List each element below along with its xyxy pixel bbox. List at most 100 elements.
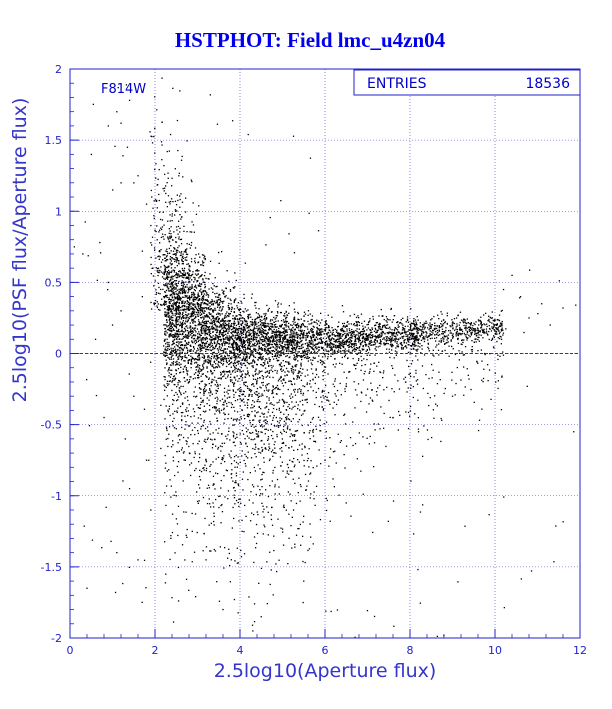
scatter-point [405,331,407,333]
scatter-point [327,344,329,347]
scatter-point [210,369,212,372]
scatter-point [239,354,241,356]
scatter-point [304,343,306,345]
scatter-point [186,407,188,409]
scatter-point [183,302,185,305]
scatter-point [304,326,306,328]
scatter-point [259,329,261,331]
scatter-point [184,285,187,288]
scatter-point [357,347,359,349]
scatter-point [313,349,315,351]
scatter-point [414,413,416,415]
scatter-point [237,323,239,325]
scatter-point [199,309,201,312]
scatter-point [221,319,223,321]
scatter-point [207,294,210,296]
scatter-point [378,342,380,344]
scatter-point [302,350,304,352]
scatter-point [284,401,286,403]
scatter-point [278,336,280,338]
scatter-point [222,342,224,344]
scatter-point [261,328,263,330]
scatter-point [191,357,194,359]
scatter-point [307,390,309,392]
scatter-point [344,356,346,358]
scatter-point [489,321,491,323]
scatter-point [346,321,348,323]
scatter-point [178,288,180,290]
scatter-point [391,332,393,334]
scatter-point [324,366,327,368]
scatter-point [176,411,178,414]
scatter-point [172,299,174,301]
scatter-point [458,324,460,326]
scatter-point [226,270,228,272]
scatter-point [355,334,357,336]
scatter-point [177,435,180,437]
scatter-point [307,356,309,358]
scatter-point [294,359,296,361]
scatter-point [268,364,270,367]
scatter-point [296,337,299,339]
scatter-point [339,337,342,340]
scatter-point [309,313,311,315]
scatter-point [270,369,272,371]
scatter-point [264,322,266,324]
scatter-point [219,336,221,338]
scatter-point [247,338,249,340]
scatter-point [386,321,388,323]
scatter-point [276,339,279,341]
scatter-point [362,436,364,438]
scatter-point [463,366,465,368]
scatter-point [358,347,360,349]
scatter-point [189,298,191,300]
scatter-point [191,341,193,343]
scatter-point [307,314,309,316]
scatter-point [327,356,329,358]
scatter-point [226,348,228,350]
scatter-point [221,289,223,291]
scatter-point [274,332,276,334]
scatter-point [442,336,444,339]
scatter-point [280,362,282,364]
scatter-point [289,380,291,382]
scatter-point [304,351,306,353]
scatter-point [310,359,312,361]
scatter-point [252,400,254,402]
scatter-point [410,338,413,340]
scatter-point [308,350,310,352]
scatter-point [184,352,186,354]
scatter-point [268,325,270,327]
scatter-point [411,329,413,331]
scatter-point [164,328,167,330]
scatter-point [175,293,178,295]
scatter-point [170,330,172,332]
scatter-point [198,339,200,341]
scatter-point [327,314,329,316]
scatter-point [279,335,281,337]
scatter-point [480,327,482,329]
scatter-point [316,331,318,334]
scatter-point [305,353,307,356]
scatter-point [349,329,351,332]
scatter-point [195,340,197,342]
scatter-point [164,352,167,354]
scatter-point [221,349,223,352]
scatter-point [274,334,276,336]
scatter-point [294,336,296,338]
scatter-point [300,356,302,358]
scatter-point [483,331,485,333]
scatter-point [253,338,256,341]
scatter-point [201,373,203,375]
scatter-point [219,299,222,302]
scatter-point [431,334,433,336]
scatter-point [165,504,167,507]
scatter-point [234,481,236,484]
scatter-point [240,317,242,319]
scatter-point [265,325,268,327]
scatter-point [238,314,240,316]
scatter-point [271,356,274,358]
scatter-point [328,335,330,337]
scatter-point [466,339,468,341]
scatter-point [357,338,359,340]
